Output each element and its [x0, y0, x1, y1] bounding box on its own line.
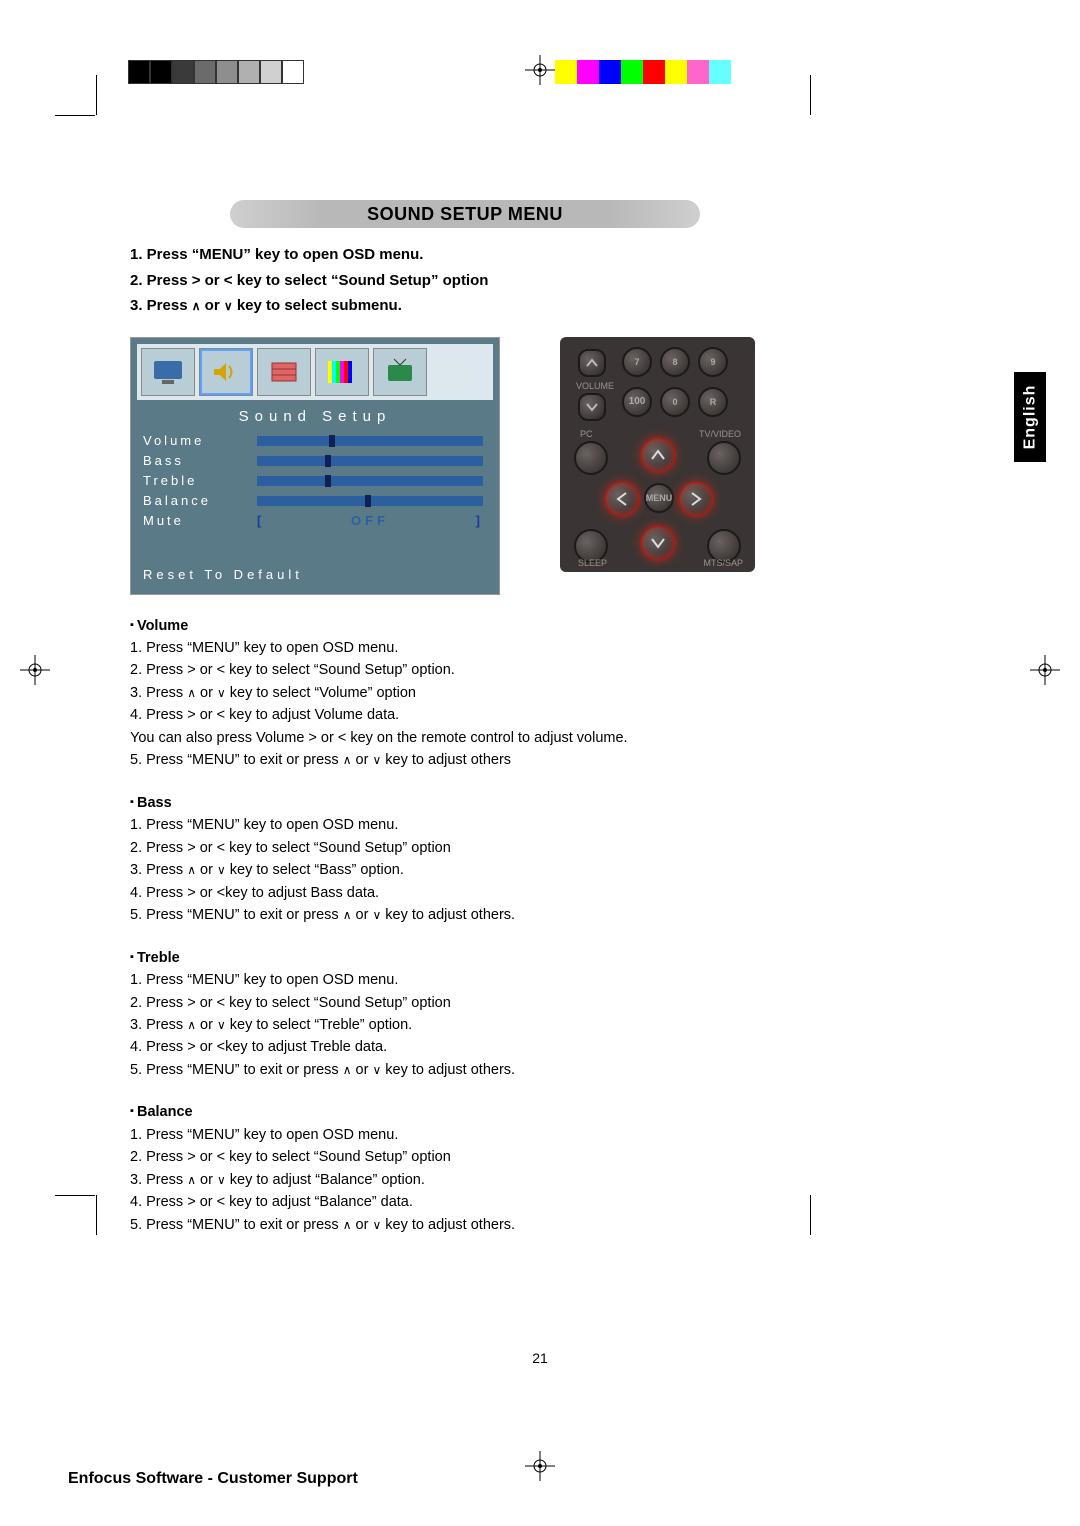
registration-mark-icon	[525, 55, 555, 90]
balance-slider	[257, 496, 483, 506]
registration-mark-icon	[20, 655, 50, 690]
bracket-left-icon: [	[257, 513, 264, 528]
intro-step-3: 3. Press ∧ or ∨ key to select submenu.	[130, 293, 950, 319]
crop-mark	[96, 1195, 97, 1235]
crop-mark	[55, 115, 95, 116]
up-arrow-icon: ∧	[187, 686, 196, 700]
registration-mark-icon	[1030, 655, 1060, 690]
section-balance: Balance 1. Press “MENU” key to open OSD …	[130, 1101, 950, 1236]
section-heading: Balance	[130, 1101, 950, 1123]
language-tab: English	[1014, 372, 1046, 462]
up-arrow-icon: ∧	[187, 1173, 196, 1187]
pc-button	[574, 441, 608, 475]
osd-icon-row	[137, 344, 493, 400]
osd-panel: Sound Setup Volume Bass Treble Balance M…	[130, 337, 500, 595]
osd-tab-sound-icon	[199, 348, 253, 396]
bass-slider	[257, 456, 483, 466]
nav-right-button	[678, 481, 714, 517]
num-8-button: 8	[660, 347, 690, 377]
osd-title: Sound Setup	[137, 408, 493, 425]
up-arrow-icon: ∧	[343, 1218, 352, 1232]
crop-mark	[810, 75, 811, 115]
crop-mark	[96, 75, 97, 115]
osd-row-volume: Volume	[137, 431, 493, 451]
osd-row-mute: Mute[OFF]	[137, 511, 493, 531]
tvvideo-label: TV/VIDEO	[699, 429, 741, 439]
up-arrow-icon: ∧	[343, 1063, 352, 1077]
num-100-button: 100	[622, 387, 652, 417]
menu-button: MENU	[644, 483, 674, 513]
down-arrow-icon: ∨	[372, 1063, 381, 1077]
num-9-button: 9	[698, 347, 728, 377]
osd-row-treble: Treble	[137, 471, 493, 491]
volume-down-button	[578, 393, 606, 421]
bracket-right-icon: ]	[476, 513, 483, 528]
osd-row-balance: Balance	[137, 491, 493, 511]
tvvideo-button	[707, 441, 741, 475]
volume-label: VOLUME	[576, 381, 614, 391]
treble-slider	[257, 476, 483, 486]
down-arrow-icon: ∨	[217, 863, 226, 877]
num-r-button: R	[698, 387, 728, 417]
section-volume: Volume 1. Press “MENU” key to open OSD m…	[130, 615, 950, 772]
up-arrow-icon: ∧	[343, 908, 352, 922]
mute-value: OFF	[351, 513, 389, 528]
registration-mark-icon	[525, 1451, 555, 1486]
down-arrow-icon: ∨	[372, 908, 381, 922]
section-bass: Bass 1. Press “MENU” key to open OSD men…	[130, 792, 950, 927]
page-number: 21	[532, 1350, 548, 1366]
grayscale-calibration-bar	[128, 60, 304, 84]
num-7-button: 7	[622, 347, 652, 377]
page-title: SOUND SETUP MENU	[230, 200, 700, 228]
footer-text: Enfocus Software - Customer Support	[68, 1470, 358, 1488]
pc-label: PC	[580, 429, 593, 439]
num-0-button: 0	[660, 387, 690, 417]
down-arrow-icon: ∨	[224, 299, 233, 313]
osd-tab-picture-icon	[141, 348, 195, 396]
mtssap-label: MTS/SAP	[703, 558, 743, 568]
volume-up-button	[578, 349, 606, 377]
nav-down-button	[640, 525, 676, 561]
down-arrow-icon: ∨	[217, 686, 226, 700]
up-arrow-icon: ∧	[192, 299, 201, 313]
osd-row-bass: Bass	[137, 451, 493, 471]
down-arrow-icon: ∨	[372, 753, 381, 767]
up-arrow-icon: ∧	[187, 1018, 196, 1032]
crop-mark	[55, 1195, 95, 1196]
osd-tab-options-icon	[257, 348, 311, 396]
osd-tab-tv-icon	[373, 348, 427, 396]
section-heading: Bass	[130, 792, 950, 814]
intro-steps: 1. Press “MENU” key to open OSD menu. 2.…	[130, 242, 950, 319]
down-arrow-icon: ∨	[217, 1018, 226, 1032]
osd-reset-label: Reset To Default	[137, 567, 493, 588]
nav-left-button	[604, 481, 640, 517]
language-tab-label: English	[1021, 385, 1039, 450]
up-arrow-icon: ∧	[187, 863, 196, 877]
nav-up-button	[640, 437, 676, 473]
section-heading: Volume	[130, 615, 950, 637]
intro-step-1: 1. Press “MENU” key to open OSD menu.	[130, 242, 950, 268]
section-heading: Treble	[130, 947, 950, 969]
section-treble: Treble 1. Press “MENU” key to open OSD m…	[130, 947, 950, 1082]
volume-slider	[257, 436, 483, 446]
up-arrow-icon: ∧	[343, 753, 352, 767]
remote-control: 7 8 9 VOLUME 100 0 R PC TV/VIDEO MENU SL…	[560, 337, 755, 572]
down-arrow-icon: ∨	[217, 1173, 226, 1187]
sleep-label: SLEEP	[578, 558, 607, 568]
intro-step-2: 2. Press > or < key to select “Sound Set…	[130, 268, 950, 294]
osd-tab-colorbars-icon	[315, 348, 369, 396]
color-calibration-bar	[555, 60, 731, 84]
down-arrow-icon: ∨	[372, 1218, 381, 1232]
